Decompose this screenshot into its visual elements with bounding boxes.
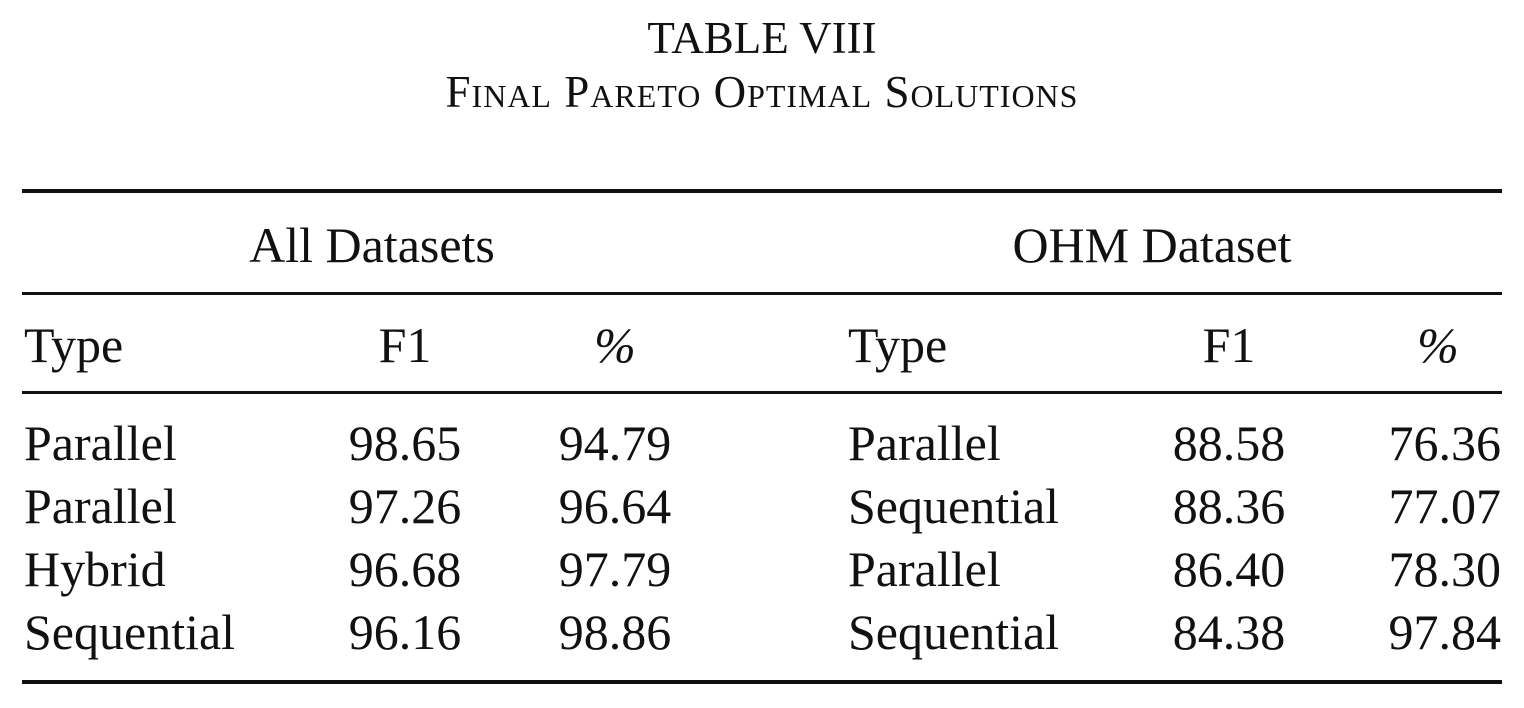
group-header: OHM Dataset: [1012, 217, 1292, 273]
type-cell: Sequential: [848, 478, 1060, 534]
value-cell: 97.26: [348, 478, 462, 534]
column-header: F1: [1202, 317, 1256, 373]
type-cell: Parallel: [24, 415, 177, 471]
value-cell: 96.68: [348, 541, 462, 597]
column-header: %: [1417, 317, 1459, 373]
value-cell: 76.36: [1388, 415, 1502, 471]
table-title: TABLE VIII: [647, 13, 877, 63]
type-cell: Sequential: [848, 604, 1060, 660]
type-cell: Hybrid: [24, 541, 166, 597]
column-header: %: [594, 317, 636, 373]
table-subtitle: Final Pareto Optimal Solutions: [445, 67, 1079, 117]
type-cell: Parallel: [24, 478, 177, 534]
value-cell: 88.58: [1172, 415, 1286, 471]
value-cell: 86.40: [1172, 541, 1286, 597]
type-cell: Parallel: [848, 541, 1001, 597]
value-cell: 96.16: [348, 604, 462, 660]
value-cell: 97.84: [1388, 604, 1502, 660]
column-header: Type: [848, 317, 948, 373]
group-rule: [22, 292, 1502, 295]
top-rule: [22, 189, 1502, 193]
value-cell: 98.65: [348, 415, 462, 471]
header-rule: [22, 391, 1502, 394]
group-header: All Datasets: [249, 217, 495, 273]
bottom-rule: [22, 680, 1502, 684]
value-cell: 98.86: [558, 604, 672, 660]
value-cell: 77.07: [1388, 478, 1502, 534]
value-cell: 94.79: [558, 415, 672, 471]
value-cell: 78.30: [1388, 541, 1502, 597]
type-cell: Sequential: [24, 604, 236, 660]
value-cell: 88.36: [1172, 478, 1286, 534]
value-cell: 96.64: [558, 478, 672, 534]
value-cell: 97.79: [558, 541, 672, 597]
type-cell: Parallel: [848, 415, 1001, 471]
column-header: F1: [378, 317, 432, 373]
column-header: Type: [24, 317, 124, 373]
value-cell: 84.38: [1172, 604, 1286, 660]
